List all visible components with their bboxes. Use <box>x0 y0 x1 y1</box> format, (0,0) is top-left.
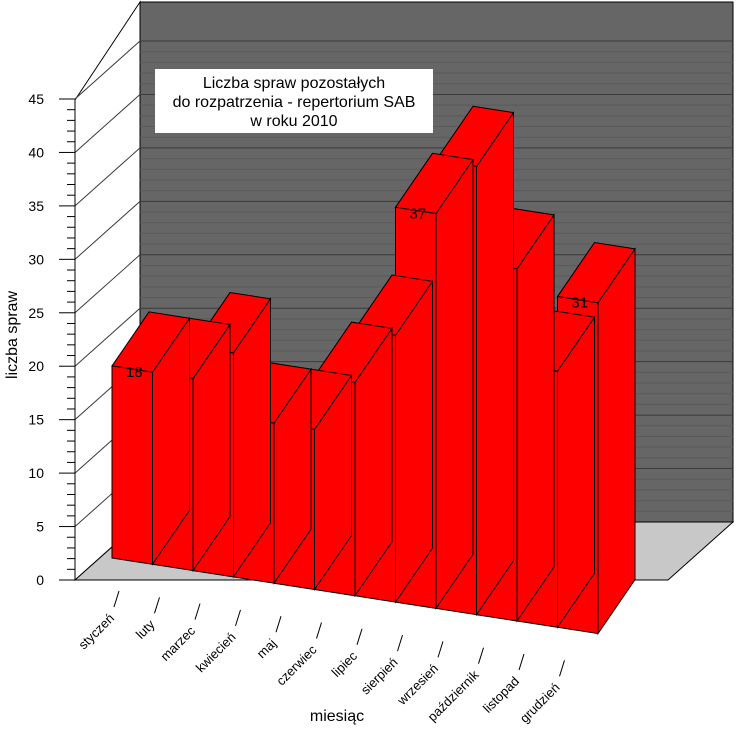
gridline-left-30 <box>74 200 141 260</box>
y-tick-label-40: 40 <box>28 144 44 160</box>
data-label-7: 37 <box>409 205 426 222</box>
x-tick-label-2: marzec <box>157 623 198 664</box>
y-tick-label-25: 25 <box>28 305 44 321</box>
chart-title-line-2: do rozpatrzenia - repertorium SAB <box>173 94 416 111</box>
chart-title-line-3: w roku 2010 <box>249 113 337 130</box>
chart-title-background <box>155 69 433 133</box>
x-tick-10 <box>518 653 525 671</box>
bars: 312433423725201515211818 <box>111 105 636 636</box>
x-tick-3 <box>235 609 241 627</box>
chart-title-line-1: Liczba spraw pozostałych <box>203 75 385 92</box>
x-tick-label-8: wrzesień <box>394 661 442 709</box>
y-tick-label-10: 10 <box>28 465 44 481</box>
x-tick-9 <box>478 647 484 664</box>
y-tick-label-35: 35 <box>28 198 44 214</box>
x-axis-title: miesiąc <box>310 708 364 725</box>
x-tick-6 <box>356 628 363 645</box>
x-tick-11 <box>559 660 565 677</box>
bar-front-0 <box>111 365 153 565</box>
y-tick-label-20: 20 <box>28 358 44 374</box>
x-tick-label-10: listopad <box>480 674 522 716</box>
gridline-left-20 <box>74 307 141 367</box>
bar-side-8 <box>476 110 514 617</box>
gridline-left-40 <box>74 94 141 153</box>
y-tick-label-15: 15 <box>28 412 44 428</box>
gridline-left-35 <box>74 147 141 207</box>
x-tick-label-0: styczeń <box>75 611 117 653</box>
x-tick-7 <box>397 634 403 652</box>
x-tick-label-1: luty <box>133 616 158 641</box>
x-tick-label-3: kwiecień <box>193 629 239 675</box>
y-tick-label-45: 45 <box>28 91 44 107</box>
x-tick-label-6: lipiec <box>329 648 361 680</box>
x-tick-label-4: maj <box>254 636 279 661</box>
x-tick-5 <box>316 622 322 639</box>
bar-side-7 <box>435 157 474 611</box>
bar-side-6 <box>395 279 433 604</box>
x-tick-0 <box>113 590 120 608</box>
chart-title-box: Liczba spraw pozostałych do rozpatrzenia… <box>155 69 433 133</box>
bar-side-11 <box>597 247 636 636</box>
y-tick-label-5: 5 <box>36 519 44 535</box>
gridline-left-25 <box>74 254 141 314</box>
bar-0: 18 <box>111 311 191 566</box>
y-tick-label-0: 0 <box>36 572 44 588</box>
x-tick-1 <box>154 597 160 614</box>
y-axis-title: liczba spraw <box>4 291 21 379</box>
data-label-0: 18 <box>126 364 143 381</box>
data-label-11: 31 <box>571 295 588 312</box>
x-tick-label-5: czerwiec <box>273 642 320 689</box>
gridline-left-45 <box>74 40 141 100</box>
y-tick-label-30: 30 <box>28 251 44 267</box>
x-tick-2 <box>194 603 201 620</box>
x-tick-label-7: sierpień <box>358 655 401 698</box>
y-axis: 0 5 10 15 20 25 30 35 40 45 <box>28 91 76 588</box>
bar-side-9 <box>516 213 555 623</box>
x-tick-4 <box>275 616 282 633</box>
x-tick-label-11: grudzień <box>517 680 563 726</box>
x-tick-8 <box>437 641 444 658</box>
